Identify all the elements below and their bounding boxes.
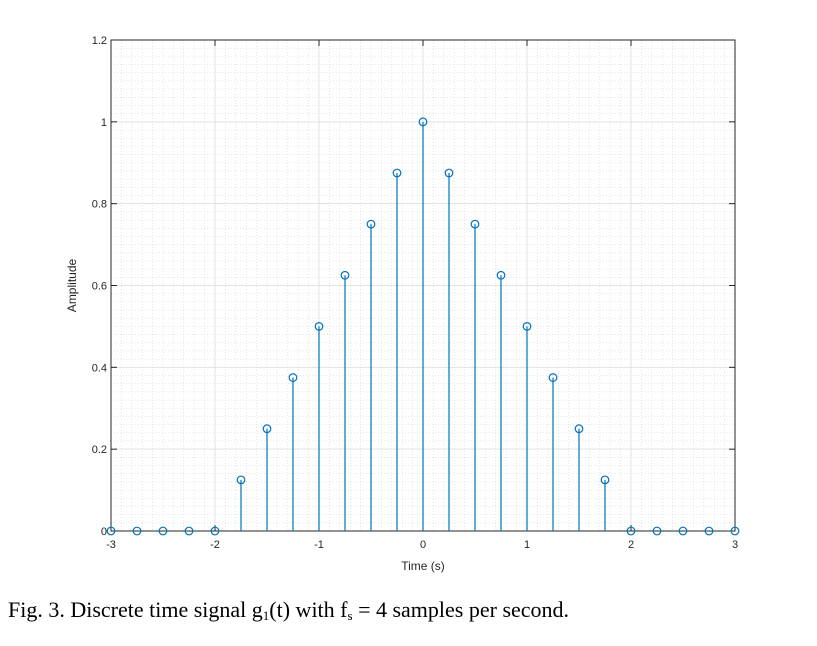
stem-marker — [184, 526, 194, 536]
x-tick-label: -3 — [106, 539, 116, 551]
stem-marker — [548, 373, 558, 382]
x-tick-label: 1 — [524, 539, 530, 551]
x-tick-label: 0 — [420, 539, 426, 551]
figure-caption: Fig. 3. Discrete time signal g1(t) with … — [8, 597, 569, 624]
stem-marker — [210, 526, 220, 536]
caption-subscript: 1 — [262, 608, 270, 623]
x-tick-label: -1 — [314, 539, 324, 551]
stem-marker — [366, 219, 376, 229]
stem-marker — [496, 270, 506, 280]
stem-marker — [418, 117, 428, 127]
stem-marker — [678, 526, 688, 536]
stem-chart: -3 -2 -1 0 1 2 3 0 0.2 0.4 0.6 0.8 1 1.2 Time (s) Amp… — [65, 35, 740, 573]
y-tick-label: 1.2 — [92, 35, 107, 47]
y-axis-label: Amplitude — [65, 259, 79, 313]
stem-marker — [470, 219, 480, 229]
stem-marker — [704, 526, 714, 536]
stem-marker — [600, 475, 610, 485]
x-tick-label: 2 — [628, 539, 634, 551]
stem-marker — [574, 424, 584, 434]
x-tick-label: 3 — [732, 539, 738, 551]
stems — [106, 117, 740, 536]
y-tick-label: 0 — [101, 526, 107, 538]
stem-marker — [652, 526, 662, 536]
stem-marker — [522, 322, 532, 331]
stem-marker — [158, 526, 168, 536]
y-tick-label: 0.8 — [92, 199, 107, 211]
stem-marker — [730, 526, 740, 536]
stem-marker — [314, 322, 324, 331]
stem-marker — [132, 526, 142, 536]
stem-marker — [106, 526, 116, 536]
y-tick-label: 0.4 — [92, 362, 107, 374]
y-tick-label: 0.2 — [92, 444, 107, 456]
caption-text: = 4 samples per second. — [352, 597, 570, 622]
y-tick-label: 1 — [101, 117, 107, 129]
caption-text: (t) with f — [269, 597, 348, 622]
stem-marker — [262, 424, 272, 434]
stem-marker — [236, 475, 246, 485]
y-tick-label: 0.6 — [92, 281, 107, 293]
stem-marker — [444, 168, 454, 178]
axes: -3 -2 -1 0 1 2 3 0 0.2 0.4 0.6 0.8 1 1.2 — [92, 35, 738, 551]
stem-marker — [340, 270, 350, 280]
caption-text: Fig. 3. Discrete time signal g — [8, 597, 263, 622]
stem-marker — [288, 373, 298, 382]
stem-marker — [392, 168, 402, 178]
stem-marker — [626, 526, 636, 536]
x-tick-label: -2 — [210, 539, 220, 551]
caption-subscript: s — [347, 608, 353, 623]
x-axis-label: Time (s) — [401, 559, 445, 573]
